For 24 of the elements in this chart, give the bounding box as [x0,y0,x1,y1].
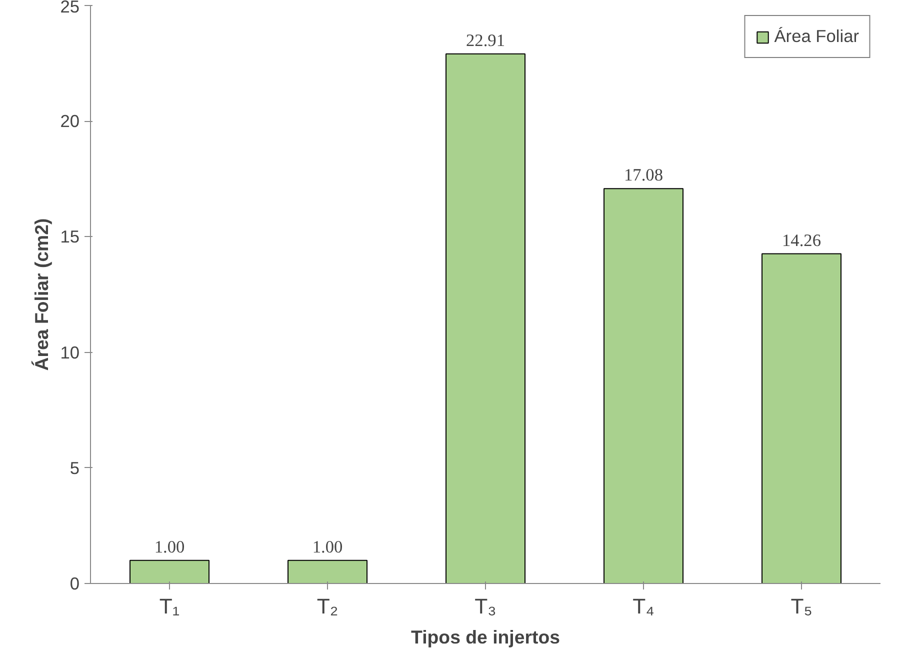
x-axis-title: Tipos de injertos [411,626,560,648]
legend-label: Área Foliar [774,26,859,47]
data-label: 22.91 [466,30,506,50]
x-tick-label: T₁ [159,594,180,618]
bar [288,560,368,584]
y-tick-label: 5 [70,458,80,478]
data-label: 14.26 [782,230,822,250]
bar [130,560,210,584]
data-label: 17.08 [624,166,664,185]
y-tick-label: 15 [60,226,80,247]
x-tick-label: T₃ [474,594,496,618]
bar [604,188,684,584]
x-tick-label: T₂ [316,594,338,618]
y-tick-label: 10 [60,342,80,362]
bar [762,253,842,584]
y-tick-label: 25 [60,0,80,16]
x-tick-label: T₄ [632,594,654,618]
y-axis-title: Área Foliar (cm2) [31,218,52,371]
x-tick-label: T₅ [790,594,812,618]
bar [446,53,526,584]
data-label: 1.00 [154,537,185,556]
data-label: 1.00 [312,537,343,556]
y-tick-label: 20 [60,111,80,132]
y-tick-label: 0 [70,574,80,594]
